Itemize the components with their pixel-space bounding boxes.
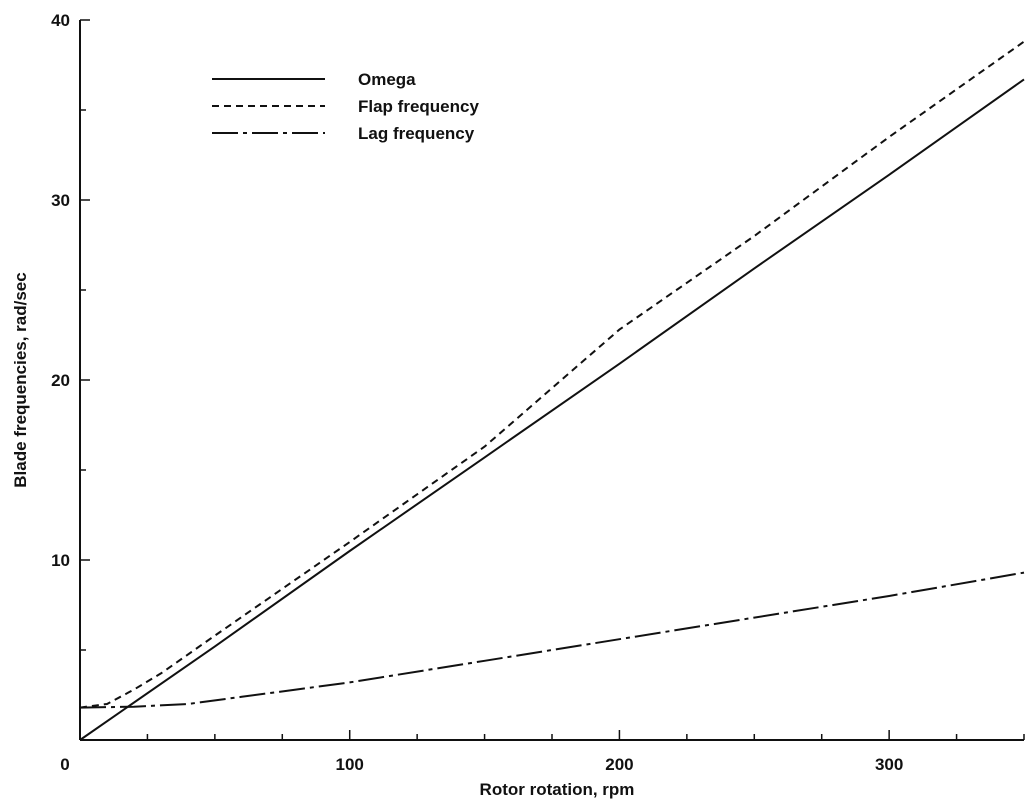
x-tick-label: 200 bbox=[605, 755, 633, 774]
x-tick-label: 300 bbox=[875, 755, 903, 774]
y-tick-label: 10 bbox=[51, 551, 70, 570]
x-tick-label: 100 bbox=[336, 755, 364, 774]
legend: Omega Flap frequency Lag frequency bbox=[212, 70, 479, 143]
series-layer bbox=[79, 40, 1025, 741]
series-line-lag-frequency bbox=[79, 571, 1025, 709]
y-tick-label: 40 bbox=[51, 11, 70, 30]
series-line-omega bbox=[79, 78, 1025, 741]
legend-label: Omega bbox=[358, 70, 416, 89]
y-axis-label: Blade frequencies, rad/sec bbox=[11, 272, 30, 487]
y-tick-label: 30 bbox=[51, 191, 70, 210]
legend-label: Lag frequency bbox=[358, 124, 475, 143]
ticks: 0 100 200 300 10 20 30 40 bbox=[51, 11, 1025, 774]
x-axis-label: Rotor rotation, rpm bbox=[480, 780, 635, 799]
x-tick-label: 0 bbox=[60, 755, 69, 774]
series-line-flap-frequency bbox=[79, 40, 1025, 709]
legend-label: Flap frequency bbox=[358, 97, 479, 116]
y-tick-label: 20 bbox=[51, 371, 70, 390]
